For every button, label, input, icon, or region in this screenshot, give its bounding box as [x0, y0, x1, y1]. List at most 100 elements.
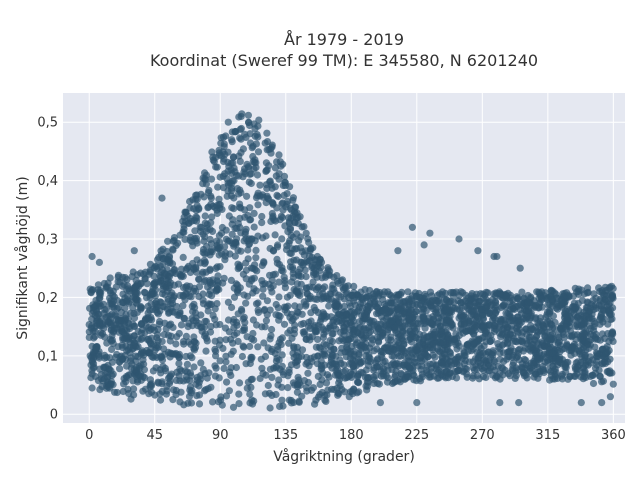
- data-point: [439, 338, 447, 346]
- data-point: [150, 326, 159, 334]
- data-point: [349, 362, 357, 371]
- data-point: [209, 398, 217, 406]
- data-point: [469, 358, 477, 366]
- data-point: [496, 375, 504, 383]
- data-point: [96, 294, 104, 302]
- data-point: [184, 399, 192, 407]
- data-point: [545, 307, 554, 315]
- data-point: [179, 272, 187, 280]
- data-point: [192, 191, 200, 199]
- data-point: [160, 345, 168, 353]
- data-point: [267, 332, 275, 340]
- data-point: [242, 299, 250, 307]
- data-point: [578, 346, 586, 354]
- data-point: [508, 367, 517, 375]
- data-point: [333, 314, 341, 322]
- data-point: [311, 400, 319, 408]
- data-point: [262, 167, 270, 175]
- data-point: [283, 293, 291, 301]
- data-point: [202, 347, 210, 355]
- data-point: [509, 314, 517, 322]
- data-point: [237, 124, 245, 133]
- data-point: [392, 359, 400, 367]
- data-point: [214, 398, 223, 406]
- data-point: [602, 349, 610, 358]
- data-point: [147, 388, 156, 396]
- data-point: [218, 205, 226, 213]
- data-point: [186, 197, 194, 206]
- data-point: [188, 302, 196, 310]
- data-point: [167, 350, 176, 358]
- data-point: [99, 300, 108, 308]
- data-point: [380, 288, 389, 296]
- data-point: [182, 265, 190, 273]
- data-point: [275, 278, 283, 286]
- data-point: [183, 212, 191, 220]
- data-point: [582, 337, 591, 345]
- data-point: [298, 310, 306, 318]
- data-point: [531, 370, 540, 378]
- data-point: [450, 335, 459, 344]
- data-point: [95, 352, 103, 361]
- data-point: [496, 289, 505, 297]
- data-point: [609, 380, 617, 388]
- data-point: [204, 189, 212, 197]
- data-point: [238, 307, 246, 315]
- data-point: [542, 313, 550, 321]
- data-point: [87, 374, 95, 382]
- data-point: [584, 288, 592, 296]
- data-point: [128, 273, 136, 281]
- data-point: [228, 303, 236, 312]
- data-point: [560, 299, 568, 307]
- data-point: [405, 336, 413, 344]
- data-point: [578, 323, 586, 331]
- data-point: [254, 232, 262, 240]
- data-point: [211, 204, 219, 212]
- data-point: [203, 224, 211, 232]
- data-point: [116, 365, 124, 373]
- data-point: [311, 256, 319, 264]
- data-point: [239, 327, 247, 335]
- data-point: [356, 330, 365, 338]
- data-point: [480, 356, 488, 364]
- data-point: [314, 284, 322, 292]
- data-point: [316, 255, 324, 263]
- data-point: [384, 366, 392, 374]
- data-point: [357, 293, 365, 302]
- data-point: [137, 361, 145, 369]
- data-point: [233, 185, 241, 193]
- data-point: [230, 324, 238, 332]
- data-point: [279, 206, 287, 214]
- data-point: [332, 371, 340, 379]
- data-point: [540, 322, 548, 330]
- data-point: [240, 291, 248, 299]
- data-point: [223, 378, 231, 386]
- data-point: [304, 369, 312, 377]
- data-point: [452, 288, 460, 296]
- chart-subtitle: Koordinat (Sweref 99 TM): E 345580, N 62…: [150, 51, 538, 70]
- data-point: [339, 368, 348, 376]
- data-point: [173, 302, 181, 311]
- data-point: [273, 158, 281, 166]
- x-tick-label: 45: [146, 428, 163, 443]
- data-point: [267, 217, 275, 225]
- data-point: [345, 393, 353, 401]
- data-point: [155, 253, 163, 262]
- data-point: [233, 329, 241, 337]
- data-point: [224, 118, 232, 126]
- data-point: [141, 274, 149, 282]
- data-point: [586, 314, 594, 322]
- data-point: [241, 228, 250, 236]
- data-point: [94, 377, 102, 385]
- data-point: [127, 309, 135, 317]
- data-point: [157, 353, 165, 362]
- data-point: [154, 378, 162, 386]
- data-point: [362, 366, 370, 374]
- data-point: [325, 373, 333, 381]
- data-point: [242, 266, 250, 274]
- data-point: [88, 367, 96, 375]
- data-point: [272, 357, 280, 365]
- data-point: [209, 153, 217, 161]
- data-point: [121, 304, 129, 312]
- data-point: [268, 325, 276, 334]
